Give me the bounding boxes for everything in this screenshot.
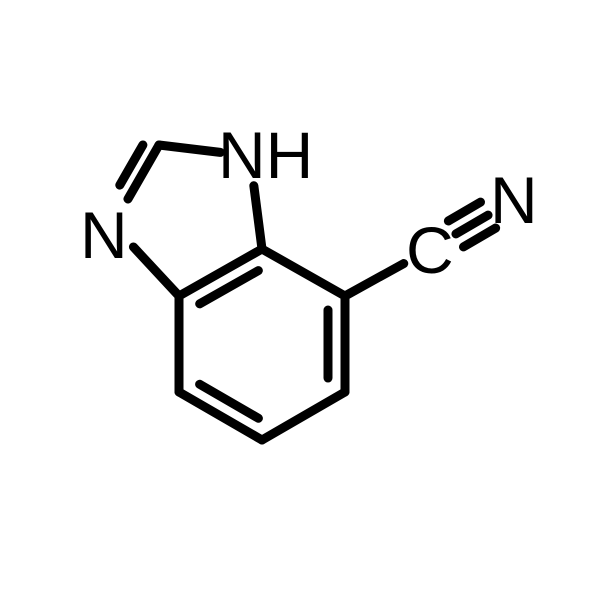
n-right-label: N <box>490 163 538 237</box>
bond-single <box>133 247 179 296</box>
bond-single <box>159 145 220 152</box>
n-left-label: N <box>80 198 128 272</box>
molecule-diagram: NHNCN <box>0 0 600 600</box>
bond-single <box>262 249 345 296</box>
c-label: C <box>406 213 454 287</box>
bond-double-main <box>128 145 159 199</box>
nh-label: NH <box>218 118 313 192</box>
bond-single <box>254 186 262 249</box>
bond-single <box>345 264 404 296</box>
bond-single <box>262 392 345 440</box>
